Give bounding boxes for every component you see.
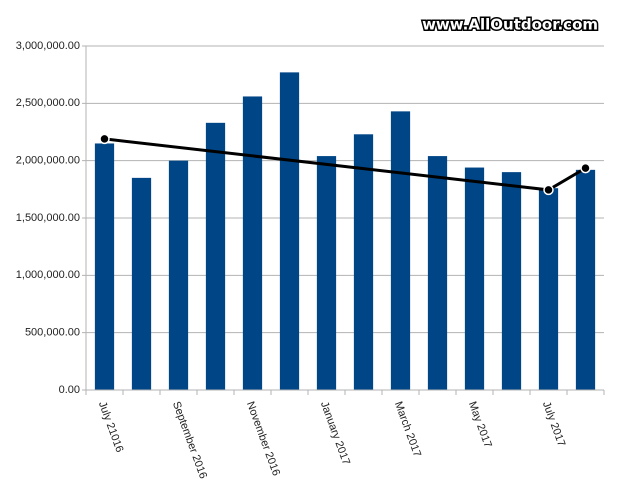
bar (427, 156, 448, 390)
watermark: www.AllOutdoor.com (422, 16, 598, 34)
bar (464, 167, 485, 390)
bar (575, 169, 596, 390)
y-tick-label: 500,000.00 (25, 327, 80, 339)
bar (279, 72, 300, 390)
y-tick-label: 1,500,000.00 (16, 212, 80, 224)
bar (501, 172, 522, 390)
bar (205, 122, 226, 391)
y-tick-label: 0.00 (59, 384, 80, 396)
bar (131, 177, 152, 390)
line-marker (580, 162, 591, 174)
y-tick-label: 3,000,000.00 (16, 40, 80, 52)
bar (538, 188, 559, 390)
bar (390, 111, 411, 391)
y-tick-label: 1,000,000.00 (16, 269, 80, 281)
x-tick-label: January 2017 (318, 400, 352, 467)
x-tick-label: July 21016 (96, 400, 125, 454)
bar (168, 160, 189, 390)
line-marker (99, 133, 110, 145)
line-marker (543, 184, 554, 196)
bar (94, 143, 115, 390)
y-tick-label: 2,000,000.00 (16, 155, 80, 167)
bar (316, 156, 337, 390)
bar (353, 134, 374, 390)
bar (242, 96, 263, 390)
x-tick-label: September 2016 (170, 400, 209, 481)
x-tick-label: May 2017 (466, 400, 494, 450)
x-tick-label: November 2016 (244, 400, 282, 478)
x-tick-label: July 2017 (540, 400, 567, 448)
x-tick-label: March 2017 (392, 400, 423, 459)
y-tick-label: 2,500,000.00 (16, 97, 80, 109)
